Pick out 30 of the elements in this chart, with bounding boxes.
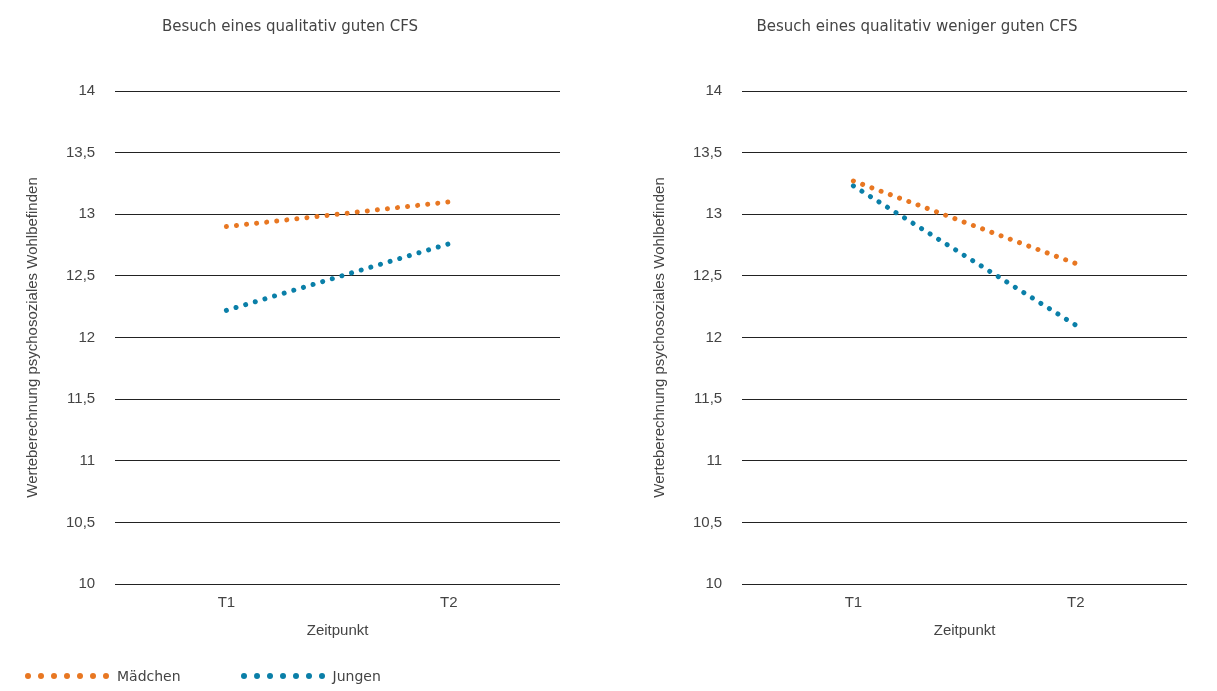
y-tick-label: 11 [79, 450, 96, 468]
y-tick-label: 10 [705, 574, 723, 592]
legend-label: Jungen [332, 668, 381, 684]
x-axis-title: Zeitpunkt [933, 621, 997, 639]
y-tick-label: 12,5 [692, 266, 723, 284]
x-tick-label: T2 [1067, 593, 1085, 611]
y-axis-title: Werteberechnung psychosoziales Wohlbefinden [23, 177, 41, 498]
chart-title: Besuch eines qualitativ guten CFS [161, 16, 419, 35]
legend-label: Mädchen [117, 668, 181, 684]
y-tick-label: 10 [78, 574, 96, 592]
y-tick-label: 11,5 [67, 389, 96, 407]
chart-title: Besuch eines qualitativ weniger guten CFS [756, 16, 1078, 35]
y-tick-label: 14 [78, 81, 96, 99]
y-tick-label: 13 [78, 204, 96, 222]
y-tick-label: 12 [78, 327, 96, 345]
y-tick-label: 10,5 [65, 512, 96, 530]
y-tick-label: 13 [705, 204, 723, 222]
y-axis-title: Werteberechnung psychosoziales Wohlbefinden [650, 177, 668, 498]
x-tick-label: T1 [844, 593, 863, 611]
x-tick-label: T1 [217, 593, 236, 611]
y-tick-label: 11 [706, 450, 723, 468]
y-tick-label: 11,5 [694, 389, 723, 407]
y-tick-label: 13,5 [692, 142, 723, 160]
y-tick-label: 14 [705, 81, 723, 99]
y-tick-label: 13,5 [65, 142, 96, 160]
y-tick-label: 12,5 [65, 266, 96, 284]
x-axis-title: Zeitpunkt [306, 621, 370, 639]
y-tick-label: 10,5 [692, 512, 723, 530]
y-tick-label: 12 [705, 327, 723, 345]
x-tick-label: T2 [440, 593, 458, 611]
